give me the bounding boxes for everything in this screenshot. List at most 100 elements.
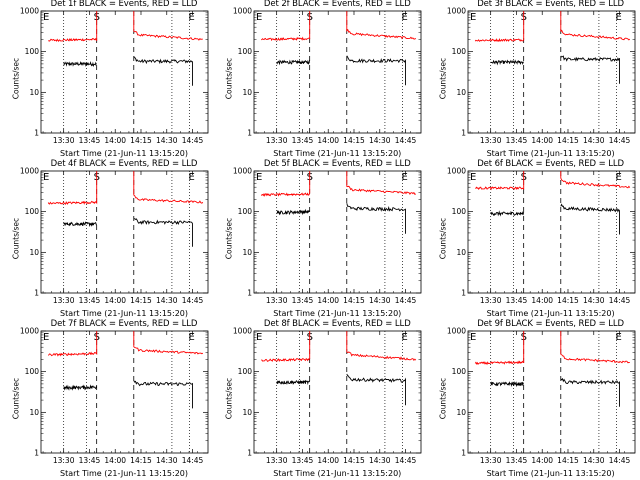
x-tick-label: 14:30 <box>583 296 605 305</box>
interval-marker-label: E <box>470 12 476 23</box>
x-tick-label: 14:00 <box>531 456 553 465</box>
events-series-line <box>133 380 193 409</box>
interval-marker-label: E <box>615 332 621 343</box>
y-tick-label: 1000 <box>447 7 466 16</box>
x-tick-label: 13:30 <box>479 456 501 465</box>
y-tick-label: 1 <box>34 289 39 298</box>
x-tick-label: 13:30 <box>479 136 501 145</box>
interval-marker-label: E <box>402 172 408 183</box>
panel-title: Det 2f BLACK = Events, RED = LLD <box>263 0 411 9</box>
x-tick-label: 13:30 <box>266 136 288 145</box>
x-tick-label: 14:45 <box>182 456 204 465</box>
x-tick-label: 14:00 <box>104 136 126 145</box>
x-tick-label: 13:30 <box>53 296 75 305</box>
y-axis-label: Counts/sec <box>224 217 234 260</box>
x-tick-label: 14:15 <box>343 296 365 305</box>
x-tick-label: 13:30 <box>53 456 75 465</box>
x-tick-label: 14:30 <box>369 456 391 465</box>
x-axis-label: Start Time (21-Jun-11 13:15:20) <box>486 309 615 318</box>
lld-series-line <box>47 331 98 357</box>
x-tick-label: 14:15 <box>130 456 152 465</box>
panel-title: Det 4f BLACK = Events, RED = LLD <box>50 159 198 169</box>
plot-frame <box>40 330 209 454</box>
y-tick-label: 1000 <box>447 327 466 336</box>
x-tick-label: 14:45 <box>395 296 417 305</box>
y-tick-label: 1000 <box>20 7 39 16</box>
events-series-line <box>346 203 407 234</box>
y-axis-label: Counts/sec <box>224 377 234 420</box>
lld-series-line <box>261 331 311 362</box>
plot-frame <box>467 330 635 454</box>
detector-panel: 1 10 100 1000 13:30 13:45 14:00 14:15 14:30 14:45… <box>0 159 213 320</box>
x-tick-label: 14:15 <box>557 136 579 145</box>
x-tick-label: 14:45 <box>608 296 630 305</box>
y-tick-label: 10 <box>29 408 39 417</box>
y-tick-label: 1 <box>461 289 466 298</box>
panel-title: Det 5f BLACK = Events, RED = LLD <box>263 159 411 169</box>
y-tick-label: 100 <box>451 47 466 56</box>
y-axis-label: Counts/sec <box>438 377 448 420</box>
events-series-line <box>560 377 620 407</box>
x-axis-label: Start Time (21-Jun-11 13:15:20) <box>486 469 615 478</box>
events-series-line <box>63 221 98 228</box>
x-tick-label: 14:15 <box>130 136 152 145</box>
interval-marker-label: E <box>615 172 621 183</box>
panel-title: Det 7f BLACK = Events, RED = LLD <box>50 319 198 329</box>
y-tick-label: 1 <box>461 449 466 458</box>
detector-panel: 1 10 100 1000 13:30 13:45 14:00 14:15 14:30 14:45… <box>427 319 640 480</box>
y-tick-label: 10 <box>243 88 253 97</box>
x-tick-label: 13:45 <box>292 136 314 145</box>
y-tick-label: 1 <box>248 129 253 138</box>
lld-series-line <box>346 331 417 362</box>
x-tick-label: 14:30 <box>156 136 178 145</box>
x-tick-label: 14:00 <box>104 456 126 465</box>
lld-series-line <box>346 11 417 40</box>
plot-frame <box>40 170 209 294</box>
x-tick-label: 13:30 <box>266 296 288 305</box>
interval-marker-label: E <box>256 332 262 343</box>
interval-marker-label: E <box>256 172 262 183</box>
plot-frame <box>467 170 635 294</box>
y-tick-label: 100 <box>451 367 466 376</box>
x-tick-label: 13:45 <box>292 296 314 305</box>
events-series-line <box>63 384 98 391</box>
y-tick-label: 10 <box>243 408 253 417</box>
x-tick-label: 14:15 <box>130 296 152 305</box>
lld-series-line <box>559 11 630 41</box>
panel-title: Det 3f BLACK = Events, RED = LLD <box>477 0 624 9</box>
detector-panel: 1 10 100 1000 13:30 13:45 14:00 14:15 14:30 14:45… <box>213 0 426 160</box>
events-series-line <box>63 60 97 68</box>
x-tick-label: 14:00 <box>318 456 340 465</box>
y-axis-label: Counts/sec <box>11 57 21 100</box>
y-tick-label: 10 <box>29 248 39 257</box>
x-tick-label: 14:30 <box>583 136 605 145</box>
y-tick-label: 100 <box>238 367 253 376</box>
y-tick-label: 1 <box>248 449 253 458</box>
y-axis-label: Counts/sec <box>11 217 21 260</box>
lld-series-line <box>133 11 203 41</box>
x-tick-label: 13:45 <box>505 296 527 305</box>
y-tick-label: 1000 <box>233 167 252 176</box>
x-tick-label: 14:45 <box>182 136 204 145</box>
x-tick-label: 14:00 <box>318 296 340 305</box>
y-tick-label: 1 <box>248 289 253 298</box>
y-tick-label: 10 <box>456 88 466 97</box>
plot-frame <box>467 10 635 134</box>
detector-panel: 1 10 100 1000 13:30 13:45 14:00 14:15 14:30 14:45… <box>0 319 213 480</box>
y-tick-label: 1000 <box>20 167 39 176</box>
y-tick-label: 10 <box>29 88 39 97</box>
lld-series-line <box>474 171 524 191</box>
x-tick-label: 14:00 <box>104 296 126 305</box>
y-tick-label: 1000 <box>233 7 252 16</box>
interval-marker-label: E <box>470 332 476 343</box>
interval-marker-label: E <box>256 12 262 23</box>
x-tick-label: 14:00 <box>531 296 553 305</box>
x-tick-label: 13:45 <box>79 456 101 465</box>
x-axis-label: Start Time (21-Jun-11 13:15:20) <box>273 469 402 478</box>
